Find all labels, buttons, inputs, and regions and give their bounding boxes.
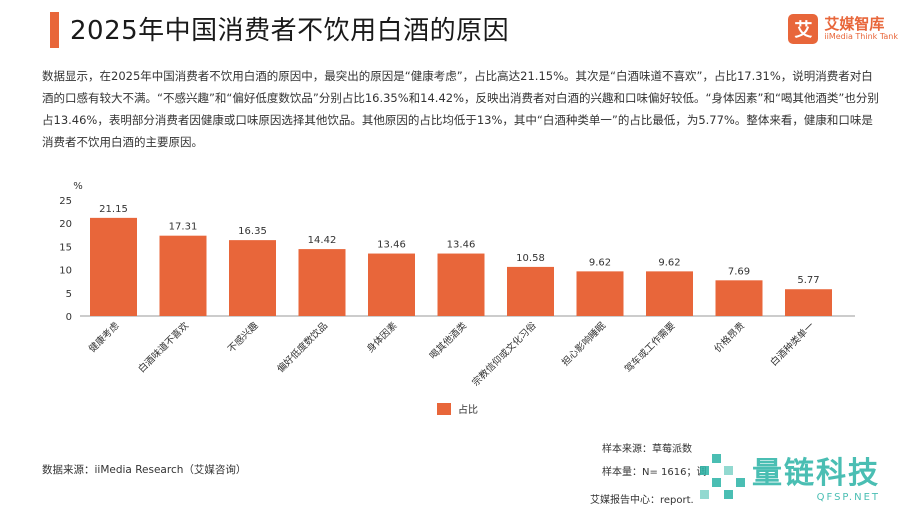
description-text: 数据显示，在2025年中国消费者不饮用白酒的原因中，最突出的原因是“健康考虑”，… — [42, 69, 879, 149]
bar — [785, 289, 832, 316]
bar — [507, 266, 554, 316]
watermark-domain: QFSP.NET — [816, 492, 880, 503]
data-label: 17.31 — [169, 222, 198, 233]
y-tick-label: 15 — [59, 242, 72, 253]
bar — [298, 249, 346, 316]
data-label: 9.62 — [589, 257, 611, 268]
y-tick-label: 5 — [66, 289, 72, 300]
data-source: 数据来源：iiMedia Research（艾媒咨询） — [42, 464, 247, 476]
logo-subtitle: iiMedia Think Tank — [824, 31, 898, 41]
x-tick-label: 担心影响睡眠 — [559, 319, 608, 368]
y-tick-label: 0 — [66, 312, 72, 323]
bar — [90, 217, 137, 316]
brand-logo: 艾 艾媒智库 iiMedia Think Tank — [788, 14, 898, 44]
y-unit-label: % — [73, 181, 83, 192]
legend-label: 占比 — [458, 403, 478, 416]
data-label: 21.15 — [99, 204, 128, 215]
page-title: 2025年中国消费者不饮用白酒的原因 — [70, 16, 510, 46]
data-label: 16.35 — [238, 226, 267, 237]
x-tick-label: 价格昂贵 — [712, 320, 747, 355]
y-tick-label: 20 — [59, 219, 72, 230]
y-tick-label: 25 — [59, 196, 72, 207]
x-tick-label: 健康考虑 — [86, 319, 122, 355]
bar — [715, 280, 763, 316]
bar — [368, 253, 415, 316]
data-label: 10.58 — [516, 253, 545, 264]
x-tick-label: 白酒味道不喜欢 — [136, 319, 192, 375]
x-tick-label: 不感兴趣 — [225, 319, 261, 355]
report-center: 艾媒报告中心：report. — [590, 495, 694, 506]
legend-swatch — [437, 403, 451, 415]
data-label: 13.46 — [377, 240, 406, 251]
x-tick-label: 宗教信仰或文化习俗 — [470, 319, 539, 388]
sample-size: 样本量：N= 1616；调 — [602, 467, 707, 478]
bar — [159, 235, 207, 316]
x-tick-label: 驾车或工作需要 — [622, 320, 678, 376]
logo-name: 艾媒智库 — [824, 15, 885, 34]
data-label: 14.42 — [308, 235, 337, 246]
logo-icon: 艾 — [788, 14, 819, 44]
title-accent-bar — [50, 12, 59, 48]
bar — [646, 271, 693, 316]
data-label: 9.62 — [658, 257, 680, 268]
watermark-logo-icon — [700, 453, 745, 499]
bar — [229, 240, 276, 316]
watermark-name: 量链科技 — [752, 456, 880, 491]
bar — [576, 271, 624, 316]
watermark: 量链科技 QFSP.NET — [698, 448, 880, 503]
sample-source: 样本来源：草莓派数 — [602, 444, 692, 455]
x-tick-label: 喝其他酒类 — [427, 319, 469, 361]
data-label: 5.77 — [797, 275, 819, 286]
data-label: 13.46 — [447, 240, 476, 251]
bar — [437, 253, 485, 316]
y-tick-label: 10 — [59, 266, 72, 277]
x-tick-label: 身体因素 — [364, 319, 400, 355]
x-tick-label: 白酒种类单一 — [768, 319, 817, 368]
data-label: 7.69 — [728, 266, 750, 277]
x-tick-label: 偏好低度数饮品 — [275, 320, 331, 376]
